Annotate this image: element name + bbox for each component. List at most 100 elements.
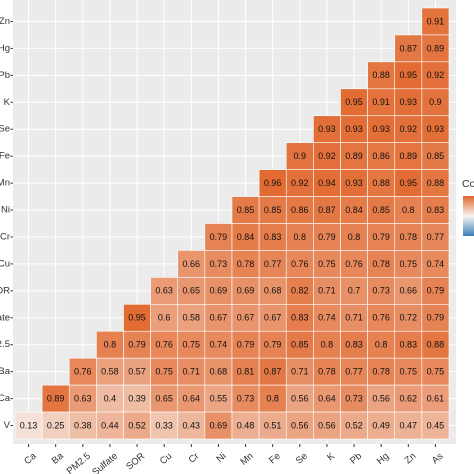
- heatmap-cell: [313, 411, 341, 440]
- heatmap-cell: [96, 411, 124, 440]
- heatmap-cell: [285, 304, 314, 332]
- cell-value-label: 0.85: [264, 205, 282, 215]
- cell-value-label: 0.79: [210, 232, 228, 242]
- cell-value-label: 0.51: [264, 420, 282, 430]
- cell-value-label: 0.93: [345, 178, 363, 188]
- cell-value-label: 0.89: [47, 393, 65, 403]
- cell-value-label: 0.49: [372, 420, 390, 430]
- cell-value-label: 0.76: [372, 313, 390, 323]
- cell-value-label: 0.8: [402, 205, 415, 215]
- y-tick-label: Hg: [0, 43, 10, 54]
- cell-value-label: 0.76: [74, 367, 92, 377]
- heatmap-cell: [96, 357, 124, 386]
- cell-value-label: 0.69: [210, 420, 228, 430]
- heatmap-cell: [68, 357, 97, 386]
- cell-value-label: 0.56: [291, 420, 309, 430]
- cell-value-label: 0.39: [128, 393, 146, 403]
- y-tick-label: Mn: [0, 178, 10, 189]
- x-tick-label: Cr: [187, 451, 202, 466]
- heatmap-cell: [231, 357, 260, 386]
- x-tick-label: Ni: [215, 451, 229, 465]
- heatmap-cell: [340, 277, 368, 305]
- cell-value-label: 0.85: [427, 151, 445, 161]
- heatmap-cell: [41, 411, 70, 440]
- cell-value-label: 0.9: [429, 97, 442, 107]
- heatmap-cell: [123, 357, 151, 386]
- heatmap-cell: [313, 277, 341, 305]
- cell-value-label: 0.92: [400, 124, 418, 134]
- y-tick-label: Pb: [0, 70, 10, 81]
- heatmap-cell: [340, 196, 368, 224]
- cell-value-label: 0.71: [345, 313, 363, 323]
- cell-value-label: 0.56: [291, 393, 309, 403]
- cell-value-label: 0.38: [74, 420, 92, 430]
- cell-value-label: 0.52: [128, 420, 146, 430]
- cell-value-label: 0.8: [375, 340, 388, 350]
- cell-value-label: 0.88: [372, 178, 390, 188]
- cell-value-label: 0.74: [427, 259, 445, 269]
- heatmap-cell: [258, 411, 287, 440]
- heatmap-cell: [231, 330, 260, 359]
- cell-value-label: 0.95: [128, 313, 146, 323]
- x-tick-label: PM2.5: [65, 451, 93, 474]
- heatmap-cell: [367, 223, 396, 251]
- x-tick-label: Fe: [267, 451, 283, 467]
- x-tick-label: Ba: [50, 450, 67, 466]
- cell-value-label: 0.75: [155, 367, 173, 377]
- heatmap-cell: [367, 384, 396, 413]
- heatmap-cell: [285, 357, 314, 386]
- cell-value-label: 0.8: [266, 393, 279, 403]
- cell-value-label: 0.44: [101, 420, 119, 430]
- heatmap-cell: [313, 357, 341, 386]
- heatmap-cell: [177, 304, 206, 332]
- heatmap-cell: [367, 411, 396, 440]
- cell-value-label: 0.56: [318, 420, 336, 430]
- cell-value-label: 0.78: [318, 367, 336, 377]
- cell-value-label: 0.7: [348, 286, 361, 296]
- cell-value-label: 0.73: [237, 393, 255, 403]
- cell-value-label: 0.56: [372, 393, 390, 403]
- cell-value-label: 0.75: [318, 259, 336, 269]
- cell-value-label: 0.82: [291, 286, 309, 296]
- cell-value-label: 0.64: [183, 393, 201, 403]
- y-tick-label: Ba: [0, 366, 11, 377]
- cell-value-label: 0.63: [74, 393, 92, 403]
- cell-value-label: 0.92: [427, 70, 445, 80]
- heatmap-cell: [394, 330, 423, 359]
- heatmap-cell: [177, 384, 206, 413]
- heatmap-cell: [340, 88, 368, 117]
- cell-value-label: 0.69: [237, 286, 255, 296]
- cell-value-label: 0.64: [318, 393, 336, 403]
- heatmap-cell: [340, 250, 368, 278]
- heatmap-cell: [421, 411, 450, 440]
- heatmap-cell: [394, 196, 423, 224]
- heatmap-cell: [313, 304, 341, 332]
- heatmap-cell: [421, 34, 450, 63]
- cell-value-label: 0.47: [400, 420, 418, 430]
- cell-value-label: 0.45: [427, 420, 445, 430]
- cell-value-label: 0.91: [372, 97, 390, 107]
- cell-value-label: 0.74: [210, 340, 228, 350]
- cell-value-label: 0.67: [264, 313, 282, 323]
- y-tick-label: K: [4, 97, 11, 108]
- cell-value-label: 0.83: [345, 340, 363, 350]
- cell-value-label: 0.89: [400, 151, 418, 161]
- cell-value-label: 0.79: [427, 286, 445, 296]
- cell-value-label: 0.77: [427, 232, 445, 242]
- heatmap-cell: [421, 384, 450, 413]
- cell-value-label: 0.86: [291, 205, 309, 215]
- cell-value-label: 0.8: [104, 340, 117, 350]
- heatmap-cell: [258, 277, 287, 305]
- y-tick-label: Ni: [1, 205, 10, 216]
- cell-value-label: 0.93: [427, 124, 445, 134]
- cell-value-label: 0.95: [400, 70, 418, 80]
- cell-value-label: 0.78: [237, 259, 255, 269]
- heatmap-cell: [394, 304, 423, 332]
- heatmap-cell: [258, 223, 287, 251]
- cells: 0.91 0.87 0.89 0.88 0.95 0.92 0.95 0.91 0.93 0.9 0…: [14, 7, 450, 440]
- x-tick-label: Zn: [403, 451, 419, 467]
- heatmap-cell: [421, 88, 450, 117]
- cell-value-label: 0.71: [291, 367, 309, 377]
- heatmap-cell: [258, 169, 287, 197]
